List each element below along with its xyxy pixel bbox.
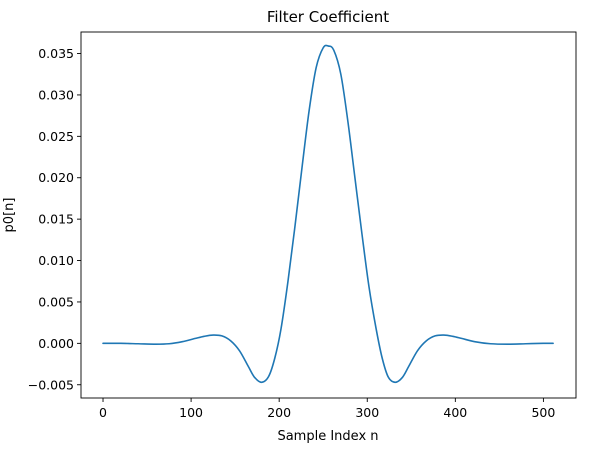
x-tick-label: 200 bbox=[267, 405, 291, 420]
x-tick-label: 0 bbox=[99, 405, 107, 420]
x-tick-label: 100 bbox=[179, 405, 203, 420]
ticks: 0 100 200 300 400 500 −0.005 0.000 0.005 0.010 0.0… bbox=[28, 46, 556, 420]
x-tick-label: 400 bbox=[443, 405, 467, 420]
plot-area bbox=[81, 32, 576, 398]
y-tick-label: 0.035 bbox=[38, 46, 74, 61]
chart-title: Filter Coefficient bbox=[267, 8, 389, 26]
x-axis-label: Sample Index n bbox=[277, 429, 378, 444]
plot-frame bbox=[80, 31, 577, 399]
y-tick-label: 0.005 bbox=[38, 294, 74, 309]
y-axis-label: p0[n] bbox=[2, 198, 17, 233]
x-tick-label: 500 bbox=[531, 405, 555, 420]
y-tick-label: −0.005 bbox=[28, 377, 74, 392]
y-tick-label: 0.030 bbox=[38, 87, 74, 102]
y-tick-label: 0.015 bbox=[38, 212, 74, 227]
series-line bbox=[102, 44, 554, 384]
x-tick-label: 300 bbox=[355, 405, 379, 420]
y-tick-label: 0.000 bbox=[38, 336, 74, 351]
y-tick-label: 0.020 bbox=[38, 170, 74, 185]
y-tick-label: 0.025 bbox=[38, 129, 74, 144]
y-tick-label: 0.010 bbox=[38, 253, 74, 268]
